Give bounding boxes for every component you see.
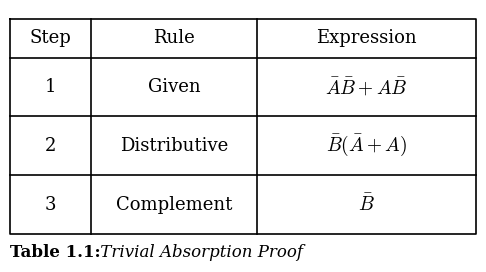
Text: 2: 2 bbox=[45, 137, 56, 155]
Text: $\bar{B}$: $\bar{B}$ bbox=[358, 194, 375, 215]
Text: 1: 1 bbox=[45, 78, 56, 96]
Text: Given: Given bbox=[148, 78, 201, 96]
Text: Trivial Absorption Proof: Trivial Absorption Proof bbox=[95, 245, 303, 261]
Text: 3: 3 bbox=[45, 196, 56, 214]
Text: Step: Step bbox=[30, 29, 71, 47]
Text: $\bar{B}(\bar{A}+A)$: $\bar{B}(\bar{A}+A)$ bbox=[326, 133, 407, 158]
Text: $\bar{A}\bar{B}+A\bar{B}$: $\bar{A}\bar{B}+A\bar{B}$ bbox=[325, 76, 408, 98]
Text: Complement: Complement bbox=[116, 196, 232, 214]
Text: Table 1.1:: Table 1.1: bbox=[10, 245, 100, 261]
Text: Distributive: Distributive bbox=[120, 137, 228, 155]
Text: Expression: Expression bbox=[316, 29, 417, 47]
Text: Rule: Rule bbox=[153, 29, 195, 47]
